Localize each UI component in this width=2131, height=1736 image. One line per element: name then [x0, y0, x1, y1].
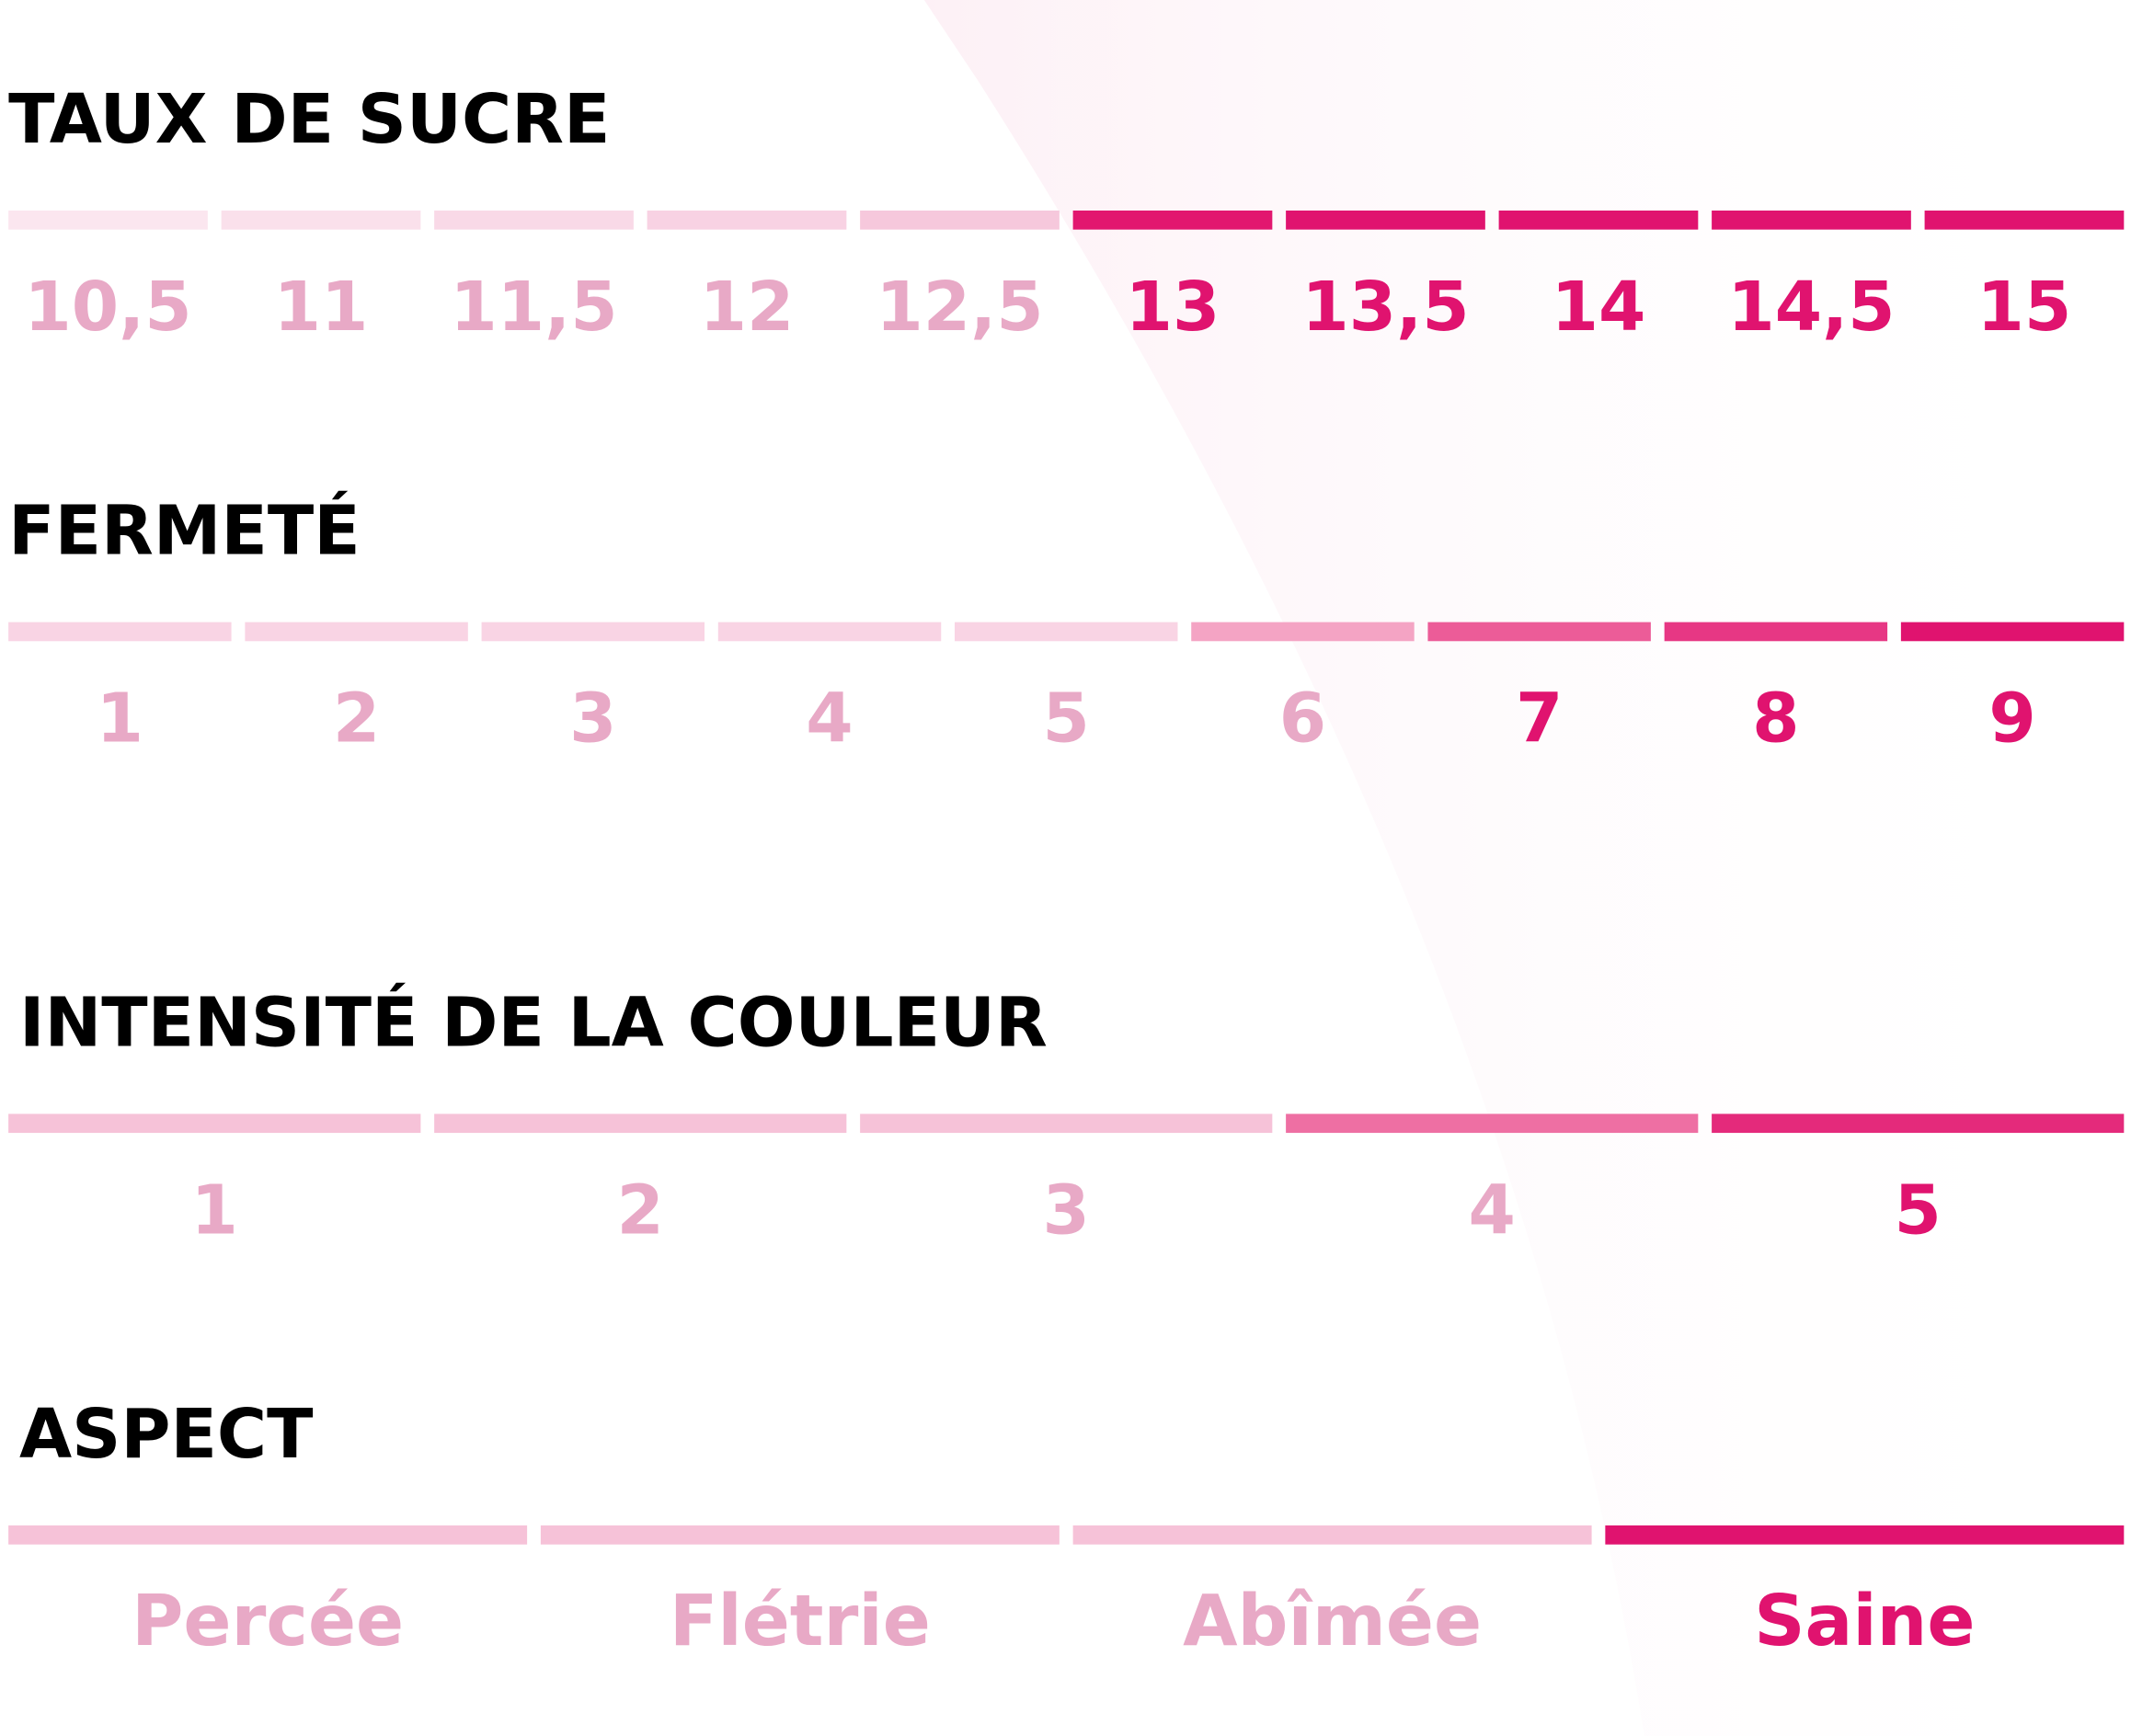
scale-segment — [8, 1114, 421, 1134]
scale-label: 12,5 — [876, 268, 1043, 347]
scale-segment — [8, 622, 232, 642]
scale-segment — [1498, 210, 1699, 230]
scale-segment — [1900, 622, 2125, 642]
scale-segment — [1072, 1525, 1592, 1545]
scale-segment — [245, 622, 468, 642]
scale-segment — [860, 1114, 1273, 1134]
scale-segment — [1072, 210, 1273, 230]
scale-label: 9 — [1988, 680, 2035, 759]
scale-label: 14 — [1552, 268, 1646, 347]
scale-label: 4 — [1469, 1171, 1516, 1250]
scale-label: 13 — [1126, 268, 1220, 347]
scale-label: 5 — [1043, 680, 1090, 759]
scale-segment — [1286, 210, 1485, 230]
scale-label: 4 — [806, 680, 853, 759]
scale-segment — [1427, 622, 1651, 642]
scale-segment — [1191, 622, 1415, 642]
scale-label: Percée — [132, 1581, 404, 1662]
scale-segment — [8, 1525, 528, 1545]
scale-label: 2 — [333, 680, 380, 759]
scale-label: 11,5 — [450, 268, 617, 347]
scale-segment — [955, 622, 1178, 642]
scale-segment — [434, 210, 634, 230]
scale-segment — [1286, 1114, 1699, 1134]
section-title: INTENSITÉ DE LA COULEUR — [19, 984, 1048, 1063]
scale-segment — [647, 210, 847, 230]
scale-segment — [1712, 1114, 2125, 1134]
scale-label: 2 — [617, 1171, 664, 1250]
scale-label: 14,5 — [1727, 268, 1895, 347]
scale-segment — [1605, 1525, 2125, 1545]
section-title: FERMETÉ — [8, 492, 361, 571]
scale-label: 15 — [1977, 268, 2072, 347]
scale-label: 10,5 — [24, 268, 191, 347]
section-title: ASPECT — [19, 1395, 314, 1474]
section-title: TAUX DE SUCRE — [8, 80, 610, 159]
scale-label: 6 — [1279, 680, 1326, 759]
scale-label: Saine — [1754, 1581, 1975, 1662]
scale-segment — [8, 210, 208, 230]
scale-label: 12 — [700, 268, 795, 347]
background-sweep — [923, 0, 2131, 1736]
scale-label: 1 — [97, 680, 143, 759]
scale-label: 3 — [1043, 1171, 1090, 1250]
scale-label: 13,5 — [1301, 268, 1469, 347]
scale-segment — [481, 622, 705, 642]
scale-label: 5 — [1895, 1171, 1942, 1250]
scale-segment — [717, 622, 942, 642]
scale-segment — [860, 210, 1060, 230]
scale-segment — [1664, 622, 1888, 642]
scale-segment — [221, 210, 421, 230]
scale-segment — [1924, 210, 2125, 230]
scale-label: 1 — [191, 1171, 238, 1250]
scale-label: Abîmée — [1183, 1581, 1482, 1662]
scale-label: 8 — [1752, 680, 1799, 759]
scale-segment — [540, 1525, 1060, 1545]
scale-segment — [1712, 210, 1911, 230]
scale-label: 7 — [1516, 680, 1563, 759]
scale-label: 3 — [569, 680, 616, 759]
scale-label: 11 — [274, 268, 369, 347]
scale-segment — [434, 1114, 847, 1134]
scale-label: Flétrie — [670, 1581, 931, 1662]
